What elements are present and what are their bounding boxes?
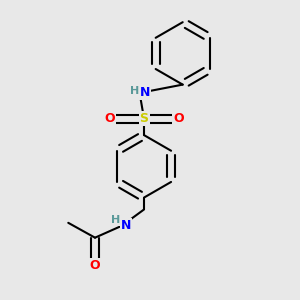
Text: O: O xyxy=(105,112,115,125)
Text: O: O xyxy=(90,260,100,272)
Text: S: S xyxy=(140,112,148,125)
Text: N: N xyxy=(121,219,131,232)
Text: O: O xyxy=(173,112,184,125)
Text: N: N xyxy=(140,86,150,99)
Text: H: H xyxy=(130,86,139,96)
Text: H: H xyxy=(111,215,120,225)
